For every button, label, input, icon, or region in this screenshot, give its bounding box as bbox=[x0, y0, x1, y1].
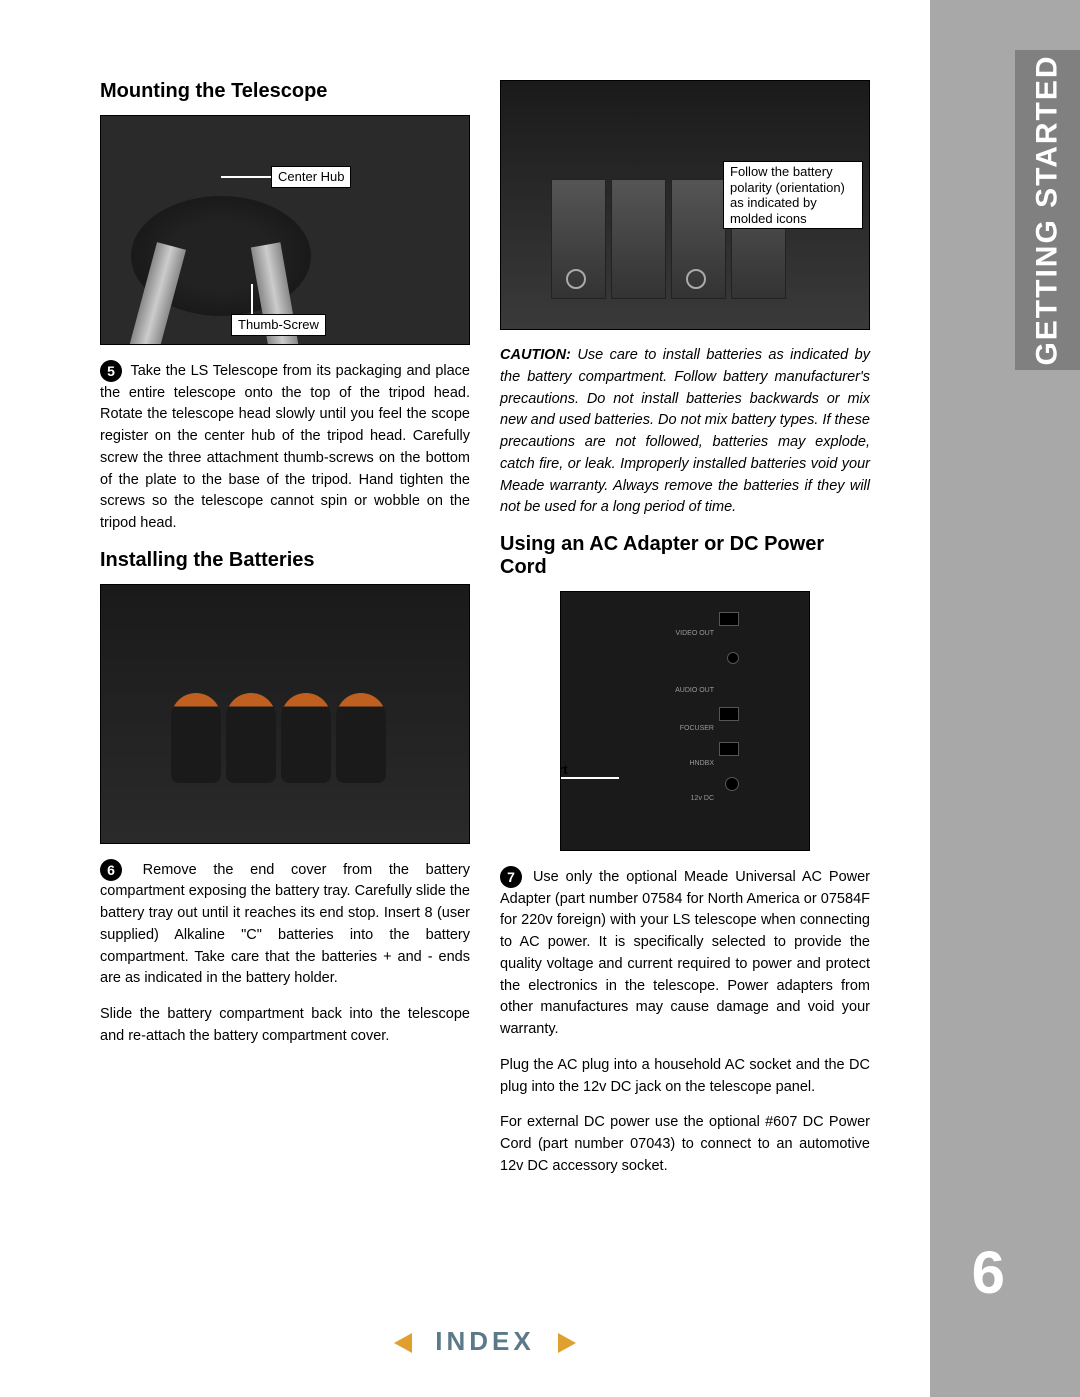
heading-batteries: Installing the Batteries bbox=[100, 549, 470, 572]
callout-polarity: Follow the battery polarity (orientation… bbox=[723, 161, 863, 229]
index-label[interactable]: INDEX bbox=[435, 1326, 534, 1356]
step-6-paragraph: 6 Remove the end cover from the battery … bbox=[100, 859, 470, 990]
index-next-icon[interactable] bbox=[558, 1333, 576, 1353]
step-7-paragraph: 7 Use only the optional Meade Universal … bbox=[500, 866, 870, 1041]
section-tab-label: GETTING STARTED bbox=[1031, 54, 1065, 365]
right-column: Follow the battery polarity (orientation… bbox=[500, 80, 870, 1192]
page-number: 6 bbox=[972, 1238, 1005, 1307]
callout-thumb-screw: Thumb-Screw bbox=[231, 314, 326, 336]
power-port-label: Power Port bbox=[560, 762, 568, 778]
step-5-icon: 5 bbox=[100, 360, 122, 382]
step-7-text: Use only the optional Meade Universal AC… bbox=[500, 869, 870, 1037]
figure-power-port: Power Port VIDEO OUT AUDIO OUT FOCUSER H… bbox=[560, 591, 810, 851]
caution-text: Use care to install batteries as indicat… bbox=[500, 347, 870, 515]
left-column: Mounting the Telescope Center Hub Thumb-… bbox=[100, 80, 470, 1192]
figure-mounting: Center Hub Thumb-Screw bbox=[100, 115, 470, 345]
figure-batteries bbox=[100, 584, 470, 844]
heading-mounting: Mounting the Telescope bbox=[100, 80, 470, 103]
caution-paragraph: CAUTION: Use care to install batteries a… bbox=[500, 345, 870, 519]
section-tab: GETTING STARTED bbox=[1015, 50, 1080, 370]
figure-battery-tray: Follow the battery polarity (orientation… bbox=[500, 80, 870, 330]
step-7-icon: 7 bbox=[500, 866, 522, 888]
step-7-paragraph-3: For external DC power use the optional #… bbox=[500, 1112, 870, 1177]
step-6-text: Remove the end cover from the battery co… bbox=[100, 862, 470, 987]
step-6-paragraph-2: Slide the battery compartment back into … bbox=[100, 1004, 470, 1048]
callout-center-hub: Center Hub bbox=[271, 166, 351, 188]
index-nav[interactable]: INDEX bbox=[100, 1326, 870, 1357]
step-5-paragraph: 5 Take the LS Telescope from its packagi… bbox=[100, 360, 470, 535]
heading-ac-adapter: Using an AC Adapter or DC Power Cord bbox=[500, 533, 870, 579]
step-6-icon: 6 bbox=[100, 859, 122, 881]
index-prev-icon[interactable] bbox=[394, 1333, 412, 1353]
sidebar-stripe: GETTING STARTED 6 bbox=[930, 0, 1080, 1397]
step-5-text: Take the LS Telescope from its packaging… bbox=[100, 363, 470, 531]
caution-label: CAUTION: bbox=[500, 347, 571, 363]
step-7-paragraph-2: Plug the AC plug into a household AC soc… bbox=[500, 1055, 870, 1099]
